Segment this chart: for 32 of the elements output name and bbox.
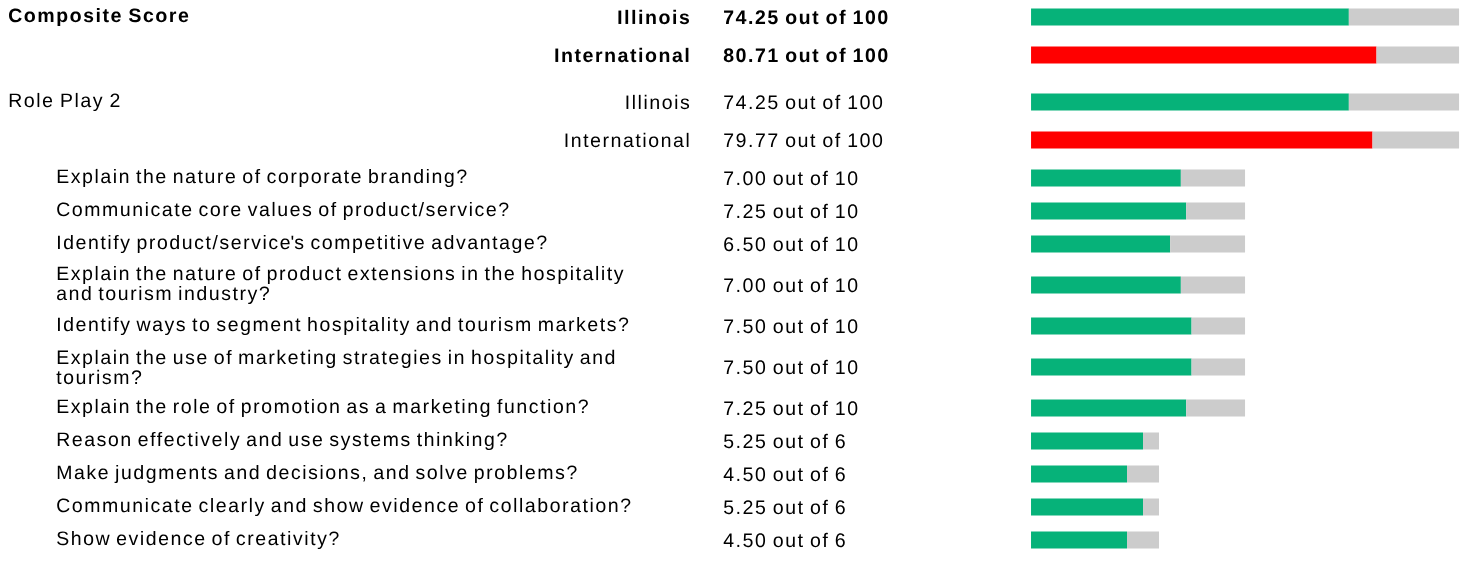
data-label: 74.25 out of 100 xyxy=(724,94,883,110)
y-tick-label: International xyxy=(555,47,689,63)
data-label: 4.50 out of 6 xyxy=(723,466,845,482)
data-label: 79.77 out of 100 xyxy=(724,132,883,148)
y-tick-label: Identify ways to segment hospitality and tourism markets? xyxy=(58,316,629,336)
y-tick-label: Explain the role of promotion as a marketing function? xyxy=(57,398,588,418)
y-tick-label: International xyxy=(565,132,689,148)
y-tick-label: Reason effectively and use systems thinking? xyxy=(57,431,507,451)
y-tick-label: Explain the nature of corporate branding? xyxy=(57,168,467,188)
data-label: 7.25 out of 10 xyxy=(724,400,858,416)
data-label: 5.25 out of 6 xyxy=(723,433,845,449)
y-tick-label: Explain the use of marketing strategies in hospitality and tourism? xyxy=(56,349,615,385)
text: Role Play 2 xyxy=(9,92,120,112)
y-tick-label: Illinois xyxy=(618,9,690,25)
data-label: 5.25 out of 6 xyxy=(723,499,845,515)
data-label: 7.50 out of 10 xyxy=(724,318,858,334)
data-label: 7.00 out of 10 xyxy=(724,170,858,186)
text: Composite Score xyxy=(9,7,189,27)
data-label: 7.50 out of 10 xyxy=(724,359,858,375)
y-tick-label: Explain the nature of product extensions in the hospitality and tourism industry? xyxy=(57,265,624,305)
y-tick-label: Communicate core values of product/service? xyxy=(57,201,509,221)
y-tick-label: Identify product/service's competitive advantage? xyxy=(58,234,547,254)
y-tick-label: Make judgments and decisions, and solve problems? xyxy=(57,464,577,484)
data-label: 4.50 out of 6 xyxy=(723,532,845,548)
y-tick-label: Illinois xyxy=(626,94,690,110)
data-label: 74.25 out of 100 xyxy=(724,9,888,25)
data-label: 6.50 out of 10 xyxy=(724,236,858,252)
y-tick-label: Communicate clearly and show evidence of collaboration? xyxy=(57,497,631,517)
data-label: 7.25 out of 10 xyxy=(724,203,858,219)
data-label: 7.00 out of 10 xyxy=(724,277,858,293)
data-label: 80.71 out of 100 xyxy=(723,47,888,63)
y-tick-label: Show evidence of creativity? xyxy=(57,530,339,550)
